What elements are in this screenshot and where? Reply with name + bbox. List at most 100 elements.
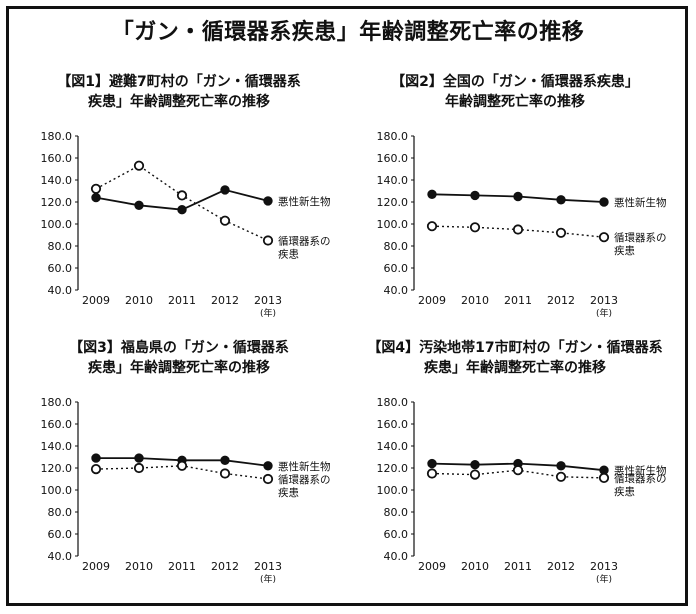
chart-title-line-1: 【図2】全国の「ガン・循環器系疾患」 <box>391 74 639 90</box>
y-tick-label: 80.0 <box>384 506 409 519</box>
data-point-cancer <box>513 191 523 202</box>
x-axis-unit: (年) <box>596 573 612 585</box>
y-tick-label: 100.0 <box>377 484 409 497</box>
y-tick-label: 40.0 <box>48 550 73 563</box>
data-point-circulatory <box>262 235 274 246</box>
y-tick-label: 140.0 <box>41 174 73 187</box>
x-tick-label: 2011 <box>168 294 196 307</box>
data-point-cancer <box>427 458 437 469</box>
x-axis-unit: (年) <box>260 573 276 585</box>
x-tick-label: 2009 <box>82 294 110 307</box>
data-point-cancer <box>134 453 144 463</box>
data-point-circulatory <box>176 190 188 201</box>
outer-frame <box>6 6 688 606</box>
data-point-circulatory <box>90 464 102 475</box>
data-point-cancer <box>470 460 480 470</box>
series-label: 悪性新生物 <box>278 460 331 473</box>
chart-title: 【図1】避難7町村の「ガン・循環器系 疾患」年齢調整死亡率の推移 <box>14 72 344 112</box>
y-tick-label: 100.0 <box>377 218 409 231</box>
data-point-circulatory <box>262 473 274 485</box>
chart-title-line-2: 疾患」年齢調整死亡率の推移 <box>88 360 270 376</box>
data-point-circulatory <box>469 222 481 233</box>
series-label: 悪性新生物 <box>614 464 667 477</box>
x-tick-label: 2013 <box>590 560 618 573</box>
data-point-circulatory <box>598 472 610 483</box>
x-tick-label: 2011 <box>504 294 532 307</box>
data-point-cancer <box>91 192 101 203</box>
series-label: 循環器系の <box>278 473 331 486</box>
y-tick-label: 60.0 <box>384 262 409 275</box>
y-tick-label: 160.0 <box>377 152 409 165</box>
y-tick-label: 40.0 <box>384 284 409 297</box>
x-tick-label: 2013 <box>590 294 618 307</box>
y-tick-label: 180.0 <box>41 130 73 143</box>
chart-title: 【図4】汚染地帯17市町村の「ガン・循環器系 疾患」年齢調整死亡率の推移 <box>350 338 680 378</box>
series-label: 疾患 <box>614 244 635 257</box>
x-tick-label: 2013 <box>254 560 282 573</box>
line-chart-3: 180.0 160.0 140.0 120.0 100.0 80.0 60.0 40.0 200… <box>41 396 331 585</box>
data-point-cancer <box>263 196 273 206</box>
y-tick-label: 160.0 <box>41 418 73 431</box>
data-point-circulatory <box>219 468 231 479</box>
data-point-circulatory <box>90 183 102 194</box>
series-label: 疾患 <box>614 485 635 498</box>
data-point-circulatory <box>555 227 567 238</box>
series-label: 循環器系の <box>614 231 667 244</box>
y-tick-label: 80.0 <box>48 240 73 253</box>
data-point-cancer <box>263 461 273 471</box>
y-tick-label: 180.0 <box>41 396 73 409</box>
x-axis-unit: (年) <box>260 307 276 319</box>
x-tick-label: 2009 <box>418 294 446 307</box>
data-point-circulatory <box>426 468 438 479</box>
data-point-circulatory <box>598 232 610 243</box>
chart-panel-4: 【図4】汚染地帯17市町村の「ガン・循環器系 疾患」年齢調整死亡率の推移 180… <box>350 338 680 600</box>
y-tick-label: 160.0 <box>377 418 409 431</box>
data-point-circulatory <box>426 221 438 232</box>
line-chart-4: 180.0 160.0 140.0 120.0 100.0 80.0 60.0 40.0 200… <box>377 396 667 585</box>
page-title: 「ガン・循環器系疾患」年齢調整死亡率の推移 <box>111 20 585 45</box>
data-point-cancer <box>556 461 566 471</box>
chart-title-line-2: 疾患」年齢調整死亡率の推移 <box>88 94 270 110</box>
x-tick-label: 2010 <box>461 294 489 307</box>
x-tick-label: 2010 <box>125 294 153 307</box>
data-point-circulatory <box>133 160 145 171</box>
y-tick-label: 80.0 <box>48 506 73 519</box>
y-tick-label: 120.0 <box>41 196 73 209</box>
y-tick-label: 120.0 <box>41 462 73 475</box>
chart-title-line-2: 疾患」年齢調整死亡率の推移 <box>424 360 606 376</box>
chart-title-line-1: 【図1】避難7町村の「ガン・循環器系 <box>57 74 301 90</box>
y-tick-label: 140.0 <box>41 440 73 453</box>
data-point-cancer <box>556 195 566 205</box>
y-tick-label: 40.0 <box>48 284 73 297</box>
data-point-cancer <box>470 190 480 201</box>
data-point-cancer <box>177 205 187 215</box>
y-tick-label: 120.0 <box>377 196 409 209</box>
y-tick-label: 60.0 <box>384 528 409 541</box>
y-tick-label: 100.0 <box>41 484 73 497</box>
data-point-cancer <box>220 455 230 466</box>
chart-title: 【図2】全国の「ガン・循環器系疾患」 年齢調整死亡率の推移 <box>350 72 680 112</box>
x-tick-label: 2011 <box>168 560 196 573</box>
line-chart-2: 180.0 160.0 140.0 120.0 100.0 80.0 60.0 40.0 200… <box>377 130 667 319</box>
y-tick-label: 80.0 <box>384 240 409 253</box>
x-tick-label: 2013 <box>254 294 282 307</box>
data-point-cancer <box>599 197 609 207</box>
data-point-circulatory <box>512 465 524 476</box>
x-tick-label: 2010 <box>461 560 489 573</box>
y-tick-label: 160.0 <box>41 152 73 165</box>
y-tick-label: 140.0 <box>377 174 409 187</box>
y-tick-label: 180.0 <box>377 396 409 409</box>
data-point-circulatory <box>176 460 188 471</box>
y-tick-label: 180.0 <box>377 130 409 143</box>
x-tick-label: 2009 <box>418 560 446 573</box>
chart-title-line-1: 【図4】汚染地帯17市町村の「ガン・循環器系 <box>367 340 663 356</box>
x-tick-label: 2012 <box>547 560 575 573</box>
x-axis-unit: (年) <box>596 307 612 319</box>
series-label: 循環器系の <box>278 235 331 248</box>
y-tick-label: 60.0 <box>48 528 73 541</box>
data-point-circulatory <box>512 224 524 235</box>
series-label: 疾患 <box>278 486 299 499</box>
y-tick-label: 100.0 <box>41 218 73 231</box>
chart-panel-2: 【図2】全国の「ガン・循環器系疾患」 年齢調整死亡率の推移 180.0 160.0… <box>350 72 680 334</box>
x-tick-label: 2011 <box>504 560 532 573</box>
